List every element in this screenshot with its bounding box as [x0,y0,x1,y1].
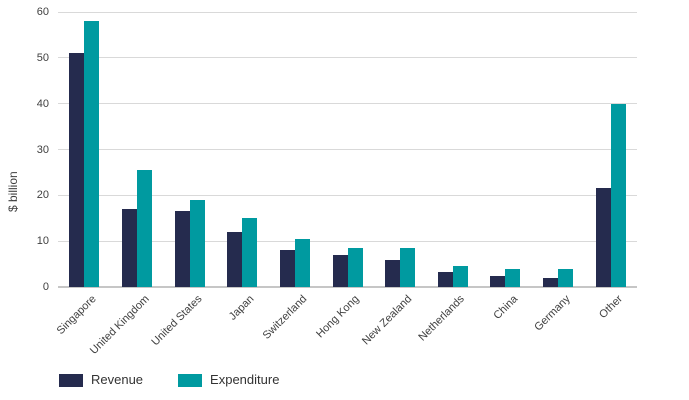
x-axis-line [58,286,637,288]
x-label-singapore: Singapore [54,293,99,337]
y-tick-40: 40 [36,97,49,110]
bar-revenue-switzerland [279,250,295,287]
x-label-hong-kong: Hong Kong [314,293,362,341]
x-label-germany: Germany [532,293,573,334]
x-label-switzerland: Switzerland [260,293,310,342]
bar-revenue-singapore [69,53,85,287]
plot-area: 0 10 20 30 40 50 60 Singapore United Kingdom Unit… [37,6,637,357]
y-tick-0: 0 [42,281,49,293]
x-label-japan: Japan [227,293,257,323]
bar-revenue-china [490,276,506,287]
bar-revenue-other [595,188,611,287]
gridline-20 [58,194,637,196]
gridline-60 [58,11,637,13]
bar-expenditure-germany [558,268,574,287]
legend-label-revenue: Revenue [91,372,144,387]
bar-expenditure-japan [242,218,258,287]
bar-revenue-japan [227,232,243,287]
bar-expenditure-new-zealand [400,248,416,287]
gridline-10 [58,240,637,242]
bar-revenue-united-kingdom [121,209,137,287]
x-label-china: China [491,293,520,322]
bar-expenditure-other [610,103,626,287]
bar-expenditure-united-kingdom [136,170,152,287]
legend-item-expenditure: Expenditure [178,373,279,387]
gridline-50 [58,57,637,59]
bar-revenue-germany [543,277,559,287]
legend-item-revenue: Revenue [59,373,143,387]
bar-revenue-new-zealand [385,259,401,287]
y-tick-50: 50 [36,51,49,64]
bar-expenditure-switzerland [294,238,310,287]
bar-expenditure-hong-kong [347,248,363,287]
expenditure-swatch [178,373,203,387]
bar-expenditure-china [505,268,521,287]
gridline-40 [58,103,637,105]
legend-label-expenditure: Expenditure [210,372,280,387]
bar-revenue-united-states [174,211,190,287]
bar-revenue-netherlands [437,271,453,287]
bar-expenditure-netherlands [452,266,468,287]
x-label-united-states: United States [148,293,205,349]
revenue-swatch [59,373,83,387]
legend: Revenue Expenditure [59,373,279,387]
bar-revenue-hong-kong [332,254,348,287]
bar-expenditure-united-states [189,199,205,287]
x-label-other: Other [597,293,626,321]
x-label-netherlands: Netherlands [416,293,468,344]
y-tick-20: 20 [36,189,49,202]
gridline-30 [58,149,637,150]
y-tick-10: 10 [36,235,49,248]
bar-expenditure-singapore [84,21,100,287]
x-label-new-zealand: New Zealand [360,293,415,348]
y-tick-60: 60 [36,6,49,18]
y-tick-30: 30 [36,143,49,156]
